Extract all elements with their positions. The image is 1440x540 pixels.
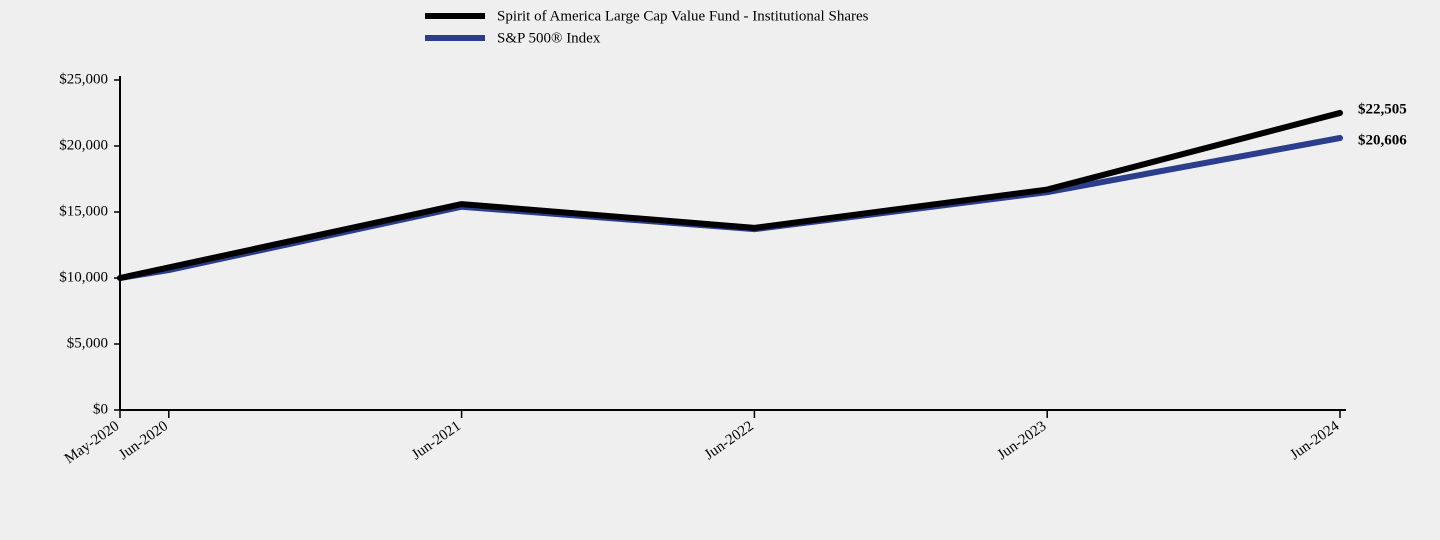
legend-label: Spirit of America Large Cap Value Fund -… — [497, 8, 869, 24]
legend-label: S&P 500® Index — [497, 30, 601, 46]
y-tick-label: $0 — [93, 401, 108, 417]
y-tick-label: $25,000 — [59, 71, 108, 87]
chart-background — [0, 0, 1440, 540]
chart-svg: $0$5,000$10,000$15,000$20,000$25,000May-… — [0, 0, 1440, 540]
series-end-label: $20,606 — [1358, 132, 1407, 148]
legend-swatch — [425, 13, 485, 19]
y-tick-label: $10,000 — [59, 269, 108, 285]
series-end-label: $22,505 — [1358, 101, 1407, 117]
growth-chart: $0$5,000$10,000$15,000$20,000$25,000May-… — [0, 0, 1440, 540]
legend-swatch — [425, 35, 485, 41]
y-tick-label: $15,000 — [59, 203, 108, 219]
y-tick-label: $5,000 — [67, 335, 108, 351]
y-tick-label: $20,000 — [59, 137, 108, 153]
